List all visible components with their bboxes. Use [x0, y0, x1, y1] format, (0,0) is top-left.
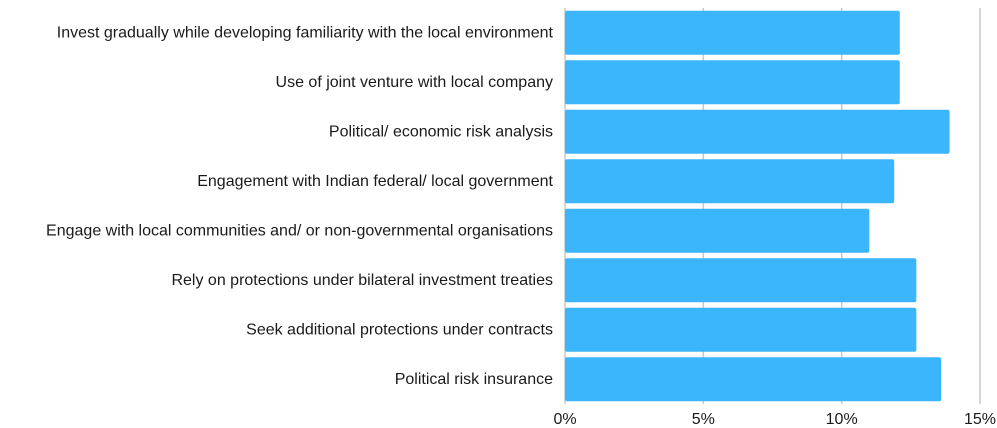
category-label: Rely on protections under bilateral inve…	[171, 272, 553, 289]
bar	[565, 208, 870, 253]
category-label-layer: Invest gradually while developing famili…	[46, 24, 554, 388]
bar	[565, 60, 900, 105]
x-tick-label: 15%	[964, 411, 996, 428]
bar-layer	[565, 10, 950, 402]
category-label: Invest gradually while developing famili…	[57, 24, 554, 41]
x-tick-layer: 0% 5% 10% 15%	[553, 411, 996, 428]
bar	[565, 357, 942, 402]
x-tick-label: 10%	[826, 411, 858, 428]
x-tick-label: 5%	[692, 411, 715, 428]
category-label: Use of joint venture with local company	[276, 74, 553, 91]
category-label: Engage with local communities and/ or no…	[46, 222, 553, 239]
bar	[565, 307, 917, 352]
category-label: Seek additional protections under contra…	[246, 321, 553, 338]
bar	[565, 258, 917, 303]
x-tick-label: 0%	[553, 411, 576, 428]
category-label: Political risk insurance	[395, 371, 553, 388]
bar	[565, 10, 900, 55]
category-label: Engagement with Indian federal/ local go…	[197, 173, 553, 190]
bar	[565, 109, 950, 154]
bar	[565, 159, 895, 204]
category-label: Political/ economic risk analysis	[329, 123, 553, 140]
